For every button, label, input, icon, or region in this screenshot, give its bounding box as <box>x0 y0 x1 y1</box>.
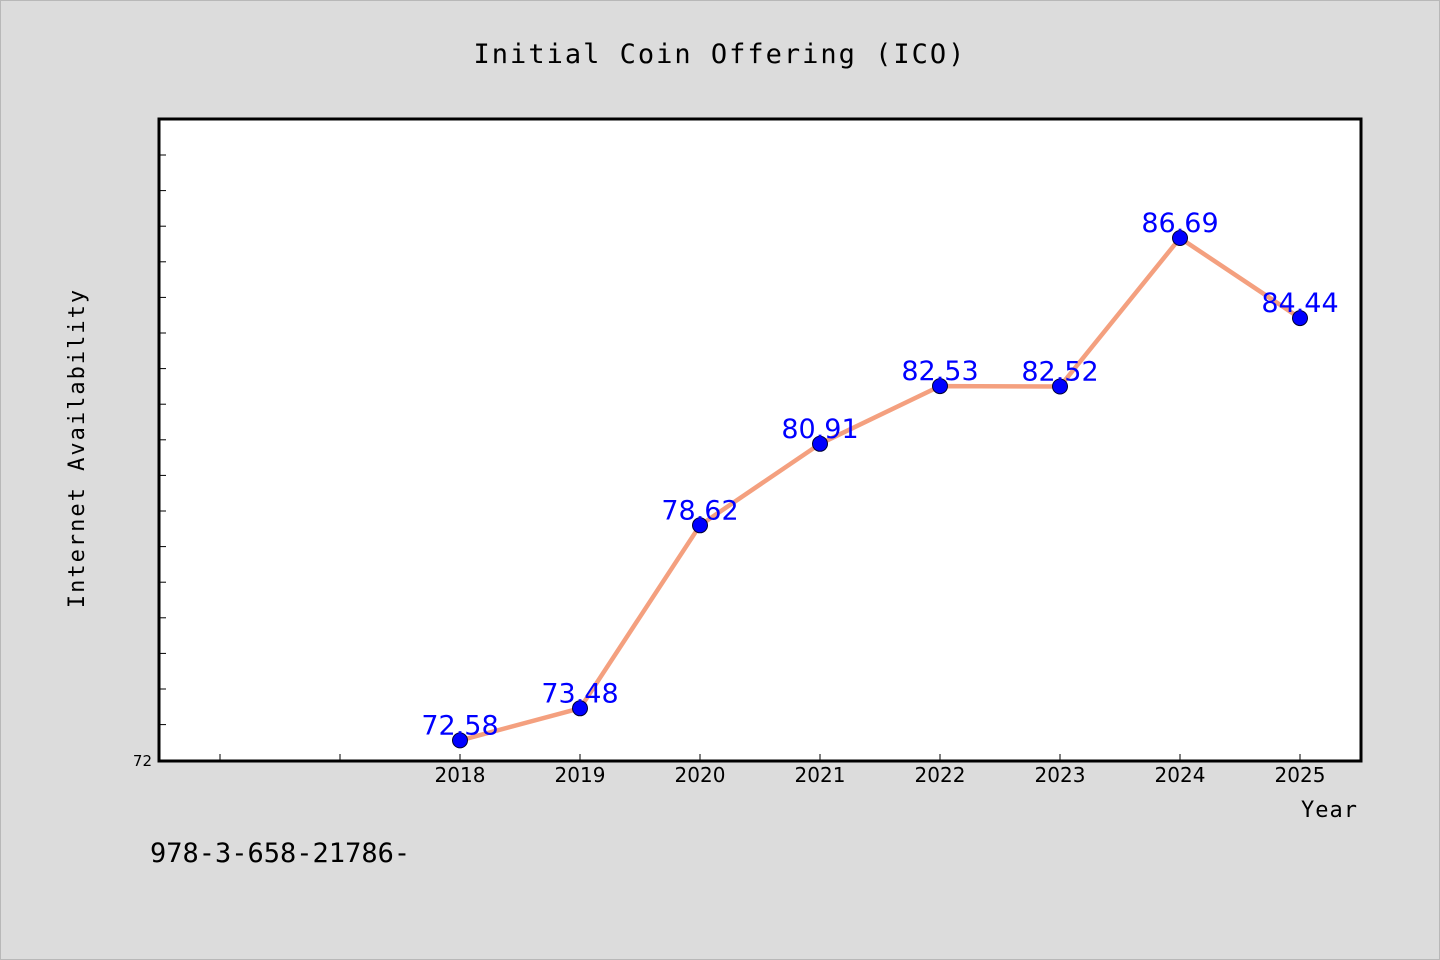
data-label: 78.62 <box>661 495 738 526</box>
x-tick-label: 2018 <box>435 763 486 787</box>
data-point <box>1292 310 1308 327</box>
series-line-group <box>457 235 1303 743</box>
y-tick-label: 72 <box>133 752 152 770</box>
y-axis-ticks <box>159 154 166 726</box>
data-label: 82.52 <box>1021 357 1098 388</box>
data-labels: 72.58 73.48 78.62 80.91 82.53 82.52 86.69 84.44 <box>421 208 1338 741</box>
series-line <box>457 235 1303 743</box>
x-tick-label: 2024 <box>1155 763 1206 787</box>
x-tick-label: 2020 <box>675 763 726 787</box>
data-label: 73.48 <box>541 678 618 709</box>
y-axis-label: Internet Availability <box>65 288 90 608</box>
x-tick-label: 2021 <box>795 763 846 787</box>
data-points <box>452 230 1308 749</box>
data-point <box>812 435 828 452</box>
data-point <box>932 378 948 395</box>
x-axis-label: Year <box>1301 798 1358 823</box>
data-label: 80.91 <box>781 414 858 445</box>
data-point <box>1172 230 1188 246</box>
x-tick-label: 2023 <box>1035 763 1086 787</box>
data-point <box>1052 378 1068 395</box>
plot-area <box>157 117 1363 763</box>
data-point <box>452 732 468 749</box>
footer-text: 978-3-658-21786- <box>150 838 410 869</box>
chart-title: Initial Coin Offering (ICO) <box>474 39 967 70</box>
data-label: 84.44 <box>1261 288 1338 319</box>
data-label: 86.69 <box>1141 208 1218 239</box>
data-point <box>572 700 588 717</box>
data-label: 82.53 <box>901 356 978 387</box>
x-tick-label: 2019 <box>555 763 606 787</box>
data-point <box>692 517 708 534</box>
x-axis-ticks: 2018 2019 2020 2021 2022 2023 2024 2025 <box>219 754 1326 787</box>
x-tick-label: 2022 <box>915 763 966 787</box>
x-tick-label: 2025 <box>1275 763 1326 787</box>
data-label: 72.58 <box>421 710 498 741</box>
